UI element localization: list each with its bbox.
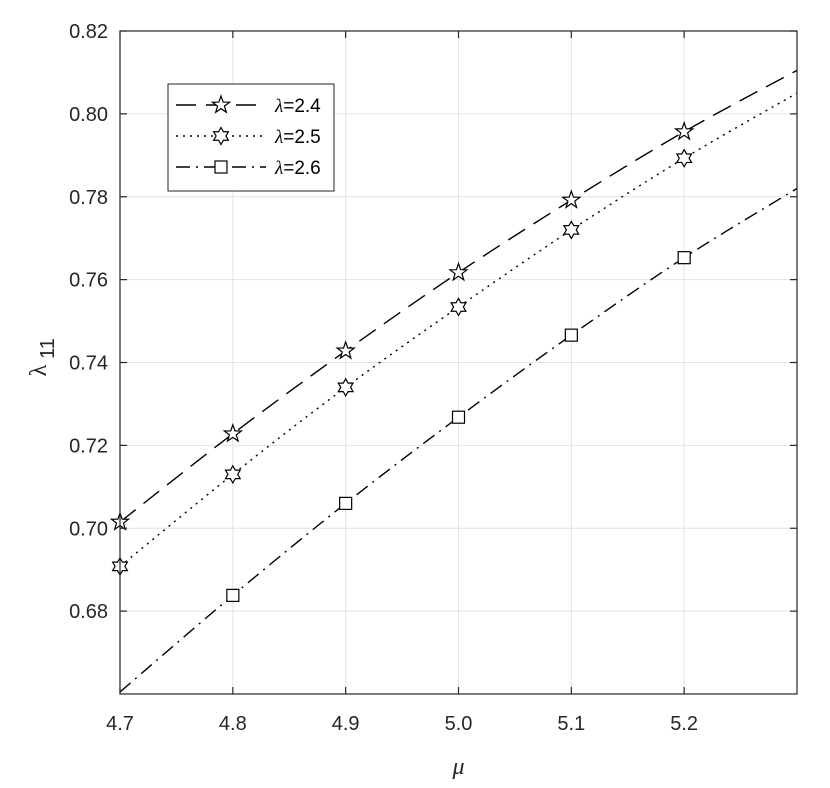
x-tick-label: 4.9 (332, 713, 360, 735)
legend-label-value: =2.5 (283, 127, 321, 148)
y-tick-labels: 0.68 0.70 0.72 0.74 0.76 0.78 0.80 0.82 (69, 21, 108, 623)
data-point-series-2 (337, 377, 355, 398)
legend-label-3: λ=2.6 (274, 158, 321, 179)
legend-label-value: =2.6 (283, 158, 321, 179)
legend-marker-2 (212, 126, 230, 146)
x-tick-label: 5.0 (445, 713, 473, 735)
y-axis-label-symbol: λ (26, 364, 52, 376)
data-point-series-3 (677, 251, 691, 265)
data-point-series-2 (224, 464, 242, 485)
legend-label-symbol: λ (274, 127, 283, 148)
legend-label-2: λ=2.5 (274, 127, 321, 148)
y-tick-label: 0.82 (69, 21, 108, 43)
y-tick-label: 0.74 (69, 353, 108, 375)
legend-label-1: λ=2.4 (274, 96, 321, 117)
x-tick-labels: 4.7 4.8 4.9 5.0 5.1 5.2 (106, 713, 698, 735)
data-point-series-3 (339, 496, 353, 510)
data-point-series-3 (226, 588, 240, 602)
data-point-series-2 (562, 220, 580, 240)
legend-label-value: =2.4 (283, 96, 321, 117)
legend-label-symbol: λ (274, 158, 283, 179)
y-tick-label: 0.76 (69, 270, 108, 292)
data-point-series-1 (561, 189, 582, 209)
x-tick-label: 5.1 (557, 713, 585, 735)
y-axis-label-subscript: 11 (37, 338, 59, 359)
y-tick-label: 0.68 (69, 601, 108, 623)
legend-marker-3 (214, 160, 228, 174)
y-axis-label: λ 11 (26, 338, 59, 376)
axis-ticks (119, 30, 797, 694)
data-point-series-2 (450, 297, 467, 317)
x-axis-label: μ (451, 754, 464, 780)
x-tick-label: 5.2 (670, 713, 698, 735)
x-tick-label: 4.8 (219, 713, 247, 735)
data-point-series-2 (675, 148, 693, 168)
legend-marker-1 (210, 94, 232, 114)
x-tick-label: 4.7 (106, 713, 134, 735)
data-point-series-3 (564, 328, 578, 342)
y-tick-label: 0.78 (69, 187, 108, 209)
data-point-series-1 (673, 120, 695, 141)
data-point-series-1 (448, 261, 469, 282)
y-tick-label: 0.80 (69, 104, 108, 126)
legend: λ=2.4λ=2.5λ=2.6 (167, 83, 335, 192)
data-point-series-3 (451, 410, 466, 424)
data-point-series-1 (335, 340, 356, 360)
legend-label-symbol: λ (274, 96, 283, 117)
y-tick-label: 0.70 (69, 518, 108, 540)
y-tick-label: 0.72 (69, 435, 108, 457)
legend-box (167, 83, 335, 192)
data-point-series-1 (222, 422, 244, 443)
